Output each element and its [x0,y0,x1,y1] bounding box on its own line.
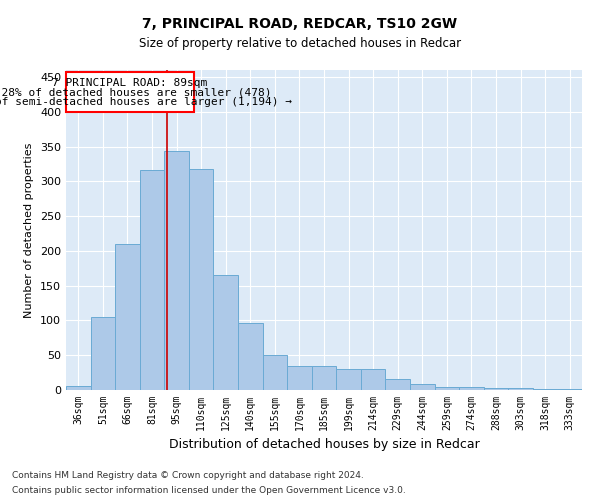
Bar [434,386,459,390]
Bar [508,388,533,390]
Y-axis label: Number of detached properties: Number of detached properties [25,142,34,318]
Bar [410,384,434,390]
Bar [115,244,140,390]
Bar [238,322,263,390]
Text: Contains public sector information licensed under the Open Government Licence v3: Contains public sector information licen… [12,486,406,495]
Bar [140,170,164,390]
Bar [459,386,484,390]
Bar [336,369,361,390]
Bar [287,366,312,390]
Text: 7, PRINCIPAL ROAD, REDCAR, TS10 2GW: 7, PRINCIPAL ROAD, REDCAR, TS10 2GW [142,18,458,32]
Bar [189,169,214,390]
Text: 7 PRINCIPAL ROAD: 89sqm: 7 PRINCIPAL ROAD: 89sqm [52,78,208,88]
Bar [263,355,287,390]
Bar [484,388,508,390]
Text: 70% of semi-detached houses are larger (1,194) →: 70% of semi-detached houses are larger (… [0,97,292,107]
Text: Size of property relative to detached houses in Redcar: Size of property relative to detached ho… [139,38,461,51]
Bar [361,369,385,390]
Bar [91,317,115,390]
Bar [66,386,91,390]
Bar [66,72,194,112]
X-axis label: Distribution of detached houses by size in Redcar: Distribution of detached houses by size … [169,438,479,452]
Text: ← 28% of detached houses are smaller (478): ← 28% of detached houses are smaller (47… [0,88,272,98]
Bar [385,379,410,390]
Bar [214,275,238,390]
Text: Contains HM Land Registry data © Crown copyright and database right 2024.: Contains HM Land Registry data © Crown c… [12,471,364,480]
Bar [312,366,336,390]
Bar [533,388,557,390]
Bar [557,388,582,390]
Bar [164,152,189,390]
